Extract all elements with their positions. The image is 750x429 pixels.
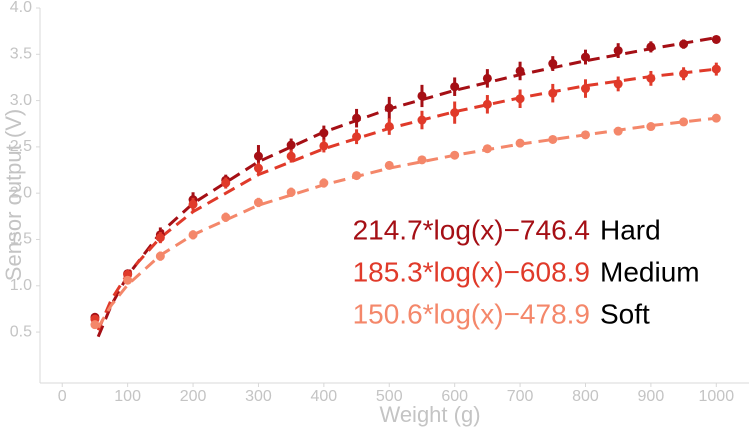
data-point xyxy=(90,320,100,330)
x-axis-label: Weight (g) xyxy=(379,402,480,427)
data-point xyxy=(548,88,558,98)
data-point xyxy=(319,178,329,188)
data-point xyxy=(646,122,656,132)
data-point xyxy=(123,275,133,285)
y-tick-label: 1.0 xyxy=(10,277,32,294)
data-point xyxy=(384,122,394,132)
data-point xyxy=(155,233,165,243)
x-tick-label: 200 xyxy=(180,388,207,405)
data-point xyxy=(352,171,362,181)
data-point xyxy=(319,128,329,138)
data-point xyxy=(711,34,721,44)
y-tick-label: 1.5 xyxy=(10,231,32,248)
data-point xyxy=(450,82,460,92)
fit-equation: 150.6*log(x)−478.9 xyxy=(353,298,590,329)
data-point xyxy=(515,94,525,104)
data-point xyxy=(482,99,492,109)
data-point xyxy=(450,150,460,160)
data-point xyxy=(221,178,231,188)
data-point xyxy=(286,140,296,150)
data-point xyxy=(613,126,623,136)
data-point xyxy=(482,144,492,154)
data-point xyxy=(286,151,296,161)
fit-equation: 214.7*log(x)−746.4 xyxy=(353,214,590,245)
data-point xyxy=(253,163,263,173)
data-point xyxy=(679,39,689,49)
y-tick-label: 4.0 xyxy=(10,0,32,16)
data-point xyxy=(417,115,427,125)
data-point xyxy=(679,117,689,127)
y-tick-label: 2.5 xyxy=(10,138,32,155)
data-point xyxy=(613,46,623,56)
x-tick-label: 100 xyxy=(114,388,141,405)
data-point xyxy=(580,84,590,94)
data-point xyxy=(384,160,394,170)
data-point xyxy=(646,42,656,52)
x-tick-label: 1000 xyxy=(699,388,735,405)
x-tick-label: 300 xyxy=(245,388,272,405)
x-tick-label: 500 xyxy=(376,388,403,405)
data-point xyxy=(188,199,198,209)
y-tick-label: 3.5 xyxy=(10,46,32,63)
legend-label: Hard xyxy=(600,214,661,245)
legend-label: Soft xyxy=(600,298,650,329)
data-point xyxy=(384,103,394,113)
data-point xyxy=(679,69,689,79)
data-point xyxy=(548,59,558,69)
data-point xyxy=(711,113,721,123)
data-point xyxy=(613,79,623,89)
data-point xyxy=(580,52,590,62)
x-tick-label: 800 xyxy=(572,388,599,405)
data-point xyxy=(450,108,460,118)
data-point xyxy=(417,155,427,165)
data-point xyxy=(253,151,263,161)
data-point xyxy=(515,66,525,76)
data-point xyxy=(548,134,558,144)
data-point xyxy=(188,230,198,240)
data-point xyxy=(646,73,656,83)
x-tick-label: 0 xyxy=(58,388,67,405)
x-tick-label: 900 xyxy=(638,388,665,405)
data-point xyxy=(352,113,362,123)
legend-label: Medium xyxy=(600,256,700,287)
x-tick-label: 700 xyxy=(507,388,534,405)
data-point xyxy=(482,73,492,83)
data-point xyxy=(221,212,231,222)
fit-curve xyxy=(96,36,717,338)
x-tick-label: 400 xyxy=(311,388,338,405)
data-point xyxy=(319,141,329,151)
y-tick-label: 0.5 xyxy=(10,323,32,340)
data-point xyxy=(155,251,165,261)
data-point xyxy=(417,91,427,101)
x-tick-label: 600 xyxy=(441,388,468,405)
data-point xyxy=(253,197,263,207)
y-axis-label: Sensor output (V) xyxy=(1,109,26,281)
fit-equation: 185.3*log(x)−608.9 xyxy=(353,256,590,287)
y-tick-label: 3.0 xyxy=(10,92,32,109)
data-point xyxy=(515,138,525,148)
data-point xyxy=(711,64,721,74)
data-point xyxy=(286,187,296,197)
data-point xyxy=(352,132,362,142)
data-point xyxy=(580,130,590,140)
y-tick-label: 2.0 xyxy=(10,184,32,201)
